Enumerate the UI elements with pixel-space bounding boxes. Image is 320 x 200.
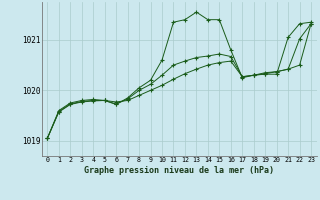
X-axis label: Graphe pression niveau de la mer (hPa): Graphe pression niveau de la mer (hPa) <box>84 166 274 175</box>
